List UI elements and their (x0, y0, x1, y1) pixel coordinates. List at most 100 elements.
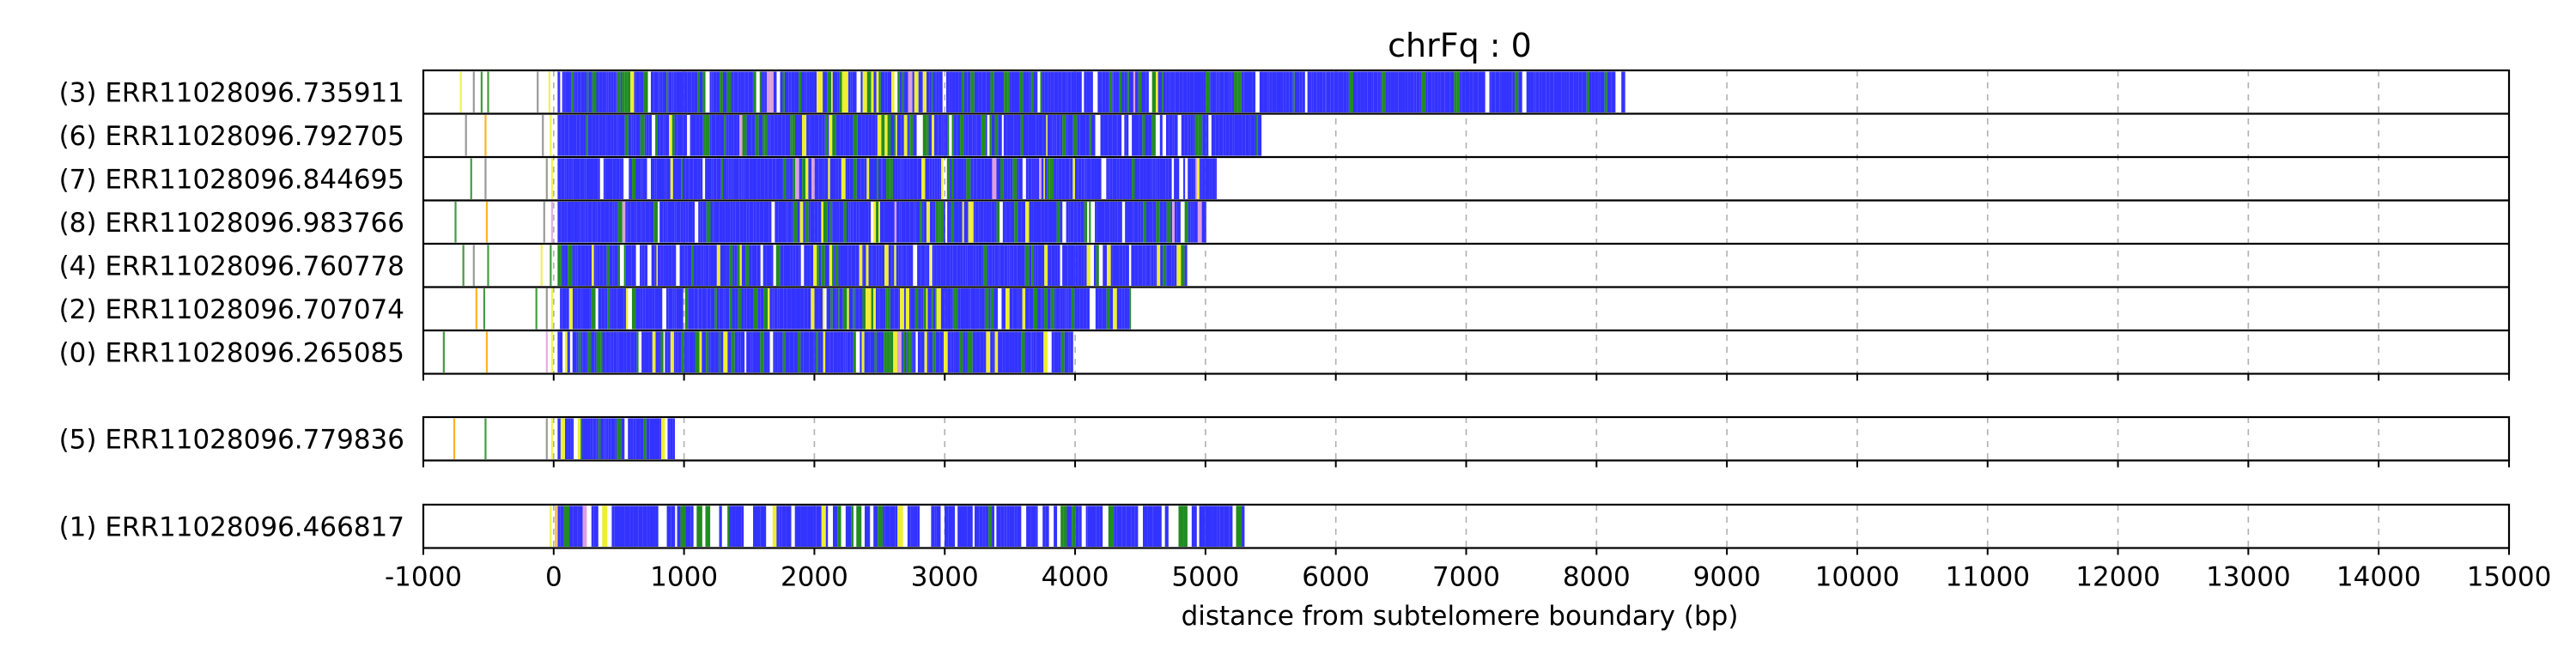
read-segment (863, 115, 866, 156)
read-segment (787, 288, 792, 330)
read-segment (795, 158, 799, 199)
read-segment (582, 288, 586, 330)
read-segment (1109, 71, 1113, 112)
read-segment (670, 331, 674, 372)
read-segment (879, 115, 882, 156)
read-segment (975, 245, 979, 286)
read-segment (775, 245, 781, 286)
read-segment (750, 115, 752, 156)
read-segment (787, 158, 790, 199)
read-segment (1199, 158, 1201, 199)
read-segment (823, 71, 828, 112)
read-segment (1011, 245, 1014, 286)
read-segment (878, 158, 882, 199)
read-segment (742, 115, 747, 156)
read-segment (931, 71, 933, 112)
read-segment (852, 71, 857, 112)
read-segment (947, 288, 951, 330)
read-segment (696, 506, 702, 547)
read-segment (1143, 158, 1146, 199)
read-label: (3) ERR11028096.735911 (59, 77, 404, 108)
read-segment (753, 245, 757, 286)
read-segment (847, 158, 850, 199)
read-segment (878, 71, 881, 112)
read-segment (1029, 71, 1031, 112)
read-segment (1115, 71, 1120, 112)
read-segment (621, 288, 624, 330)
read-segment (1367, 71, 1372, 112)
read-segment (683, 245, 685, 286)
read-segment (670, 418, 673, 459)
read-segment (799, 71, 802, 112)
read-segment (1197, 71, 1201, 112)
read-segment (999, 245, 1005, 286)
read-segment (628, 245, 632, 286)
read-segment (659, 115, 664, 156)
read-segment (998, 245, 1000, 286)
read-segment (1125, 202, 1128, 243)
read-segment (1526, 71, 1531, 112)
read-segment (1131, 245, 1135, 286)
read-segment (974, 71, 979, 112)
read-segment (1188, 202, 1191, 243)
read-segment (1188, 115, 1191, 156)
read-segment (1127, 158, 1130, 199)
read-segment (674, 202, 677, 243)
read-segment (591, 288, 596, 330)
read-segment (1097, 158, 1102, 199)
read-segment (994, 202, 997, 243)
pre-boundary-mark (472, 71, 475, 112)
read-segment (678, 288, 683, 330)
read-segment (1066, 288, 1069, 330)
read-segment (804, 245, 808, 286)
read-segment (957, 158, 962, 199)
read-segment (1103, 245, 1108, 286)
read-segment (807, 245, 811, 286)
read-segment (1067, 71, 1072, 112)
read-segment (1230, 71, 1232, 112)
read-segment (1217, 506, 1220, 547)
read-segment (860, 331, 862, 372)
read-segment (729, 288, 732, 330)
read-segment (934, 158, 938, 199)
x-tick-label: 10000 (1815, 562, 1900, 593)
pre-boundary-mark (550, 115, 552, 156)
read-segment (800, 331, 804, 372)
read-segment (933, 202, 936, 243)
read-segment (1078, 245, 1082, 286)
read-segment (783, 245, 787, 286)
read-segment (1124, 288, 1128, 330)
read-segment (654, 288, 659, 330)
read-segment (827, 202, 830, 243)
read-segment (1047, 158, 1050, 199)
read-segment (1231, 71, 1235, 112)
read-segment (871, 71, 874, 112)
read-segment (621, 331, 624, 372)
read-segment (1009, 331, 1012, 372)
read-segment (719, 202, 723, 243)
read-segment (728, 158, 731, 199)
read-segment (748, 71, 753, 112)
read-segment (713, 71, 717, 112)
read-segment (736, 158, 739, 199)
read-segment (1598, 71, 1601, 112)
read-segment (590, 158, 594, 199)
read-segment (1578, 71, 1583, 112)
read-segment (829, 245, 833, 286)
read-segment (841, 158, 846, 199)
x-tick-label: 5000 (1171, 562, 1239, 593)
read-segment (1031, 202, 1034, 243)
read-segment (1108, 506, 1115, 547)
read-segment (709, 115, 712, 156)
read-segment (970, 202, 974, 243)
read-segment (1054, 115, 1056, 156)
read-segment (1009, 506, 1015, 547)
read-segment (1289, 71, 1293, 112)
read-segment (885, 288, 888, 330)
read-segment (830, 288, 833, 330)
read-segment (642, 288, 646, 330)
read-segment (791, 288, 796, 330)
read-segment (583, 418, 588, 459)
read-segment (1191, 506, 1197, 547)
read-segment (1165, 115, 1170, 156)
